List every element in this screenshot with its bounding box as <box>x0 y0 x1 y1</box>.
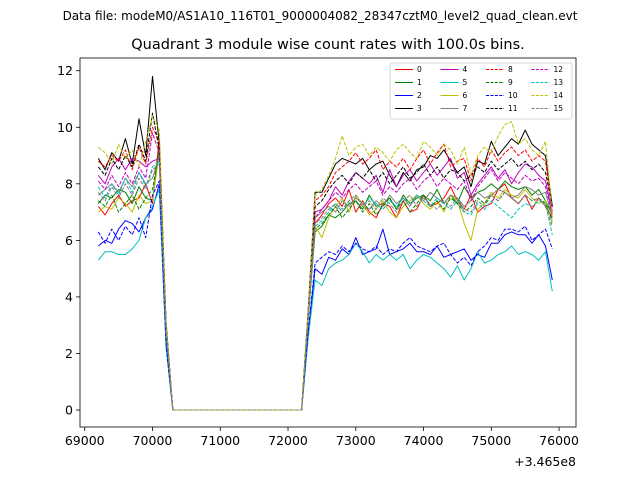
legend-label-1: 1 <box>417 78 422 87</box>
legend-label-2: 2 <box>417 91 422 100</box>
series-line-10 <box>97 180 553 411</box>
y-tick-label: 6 <box>65 233 73 248</box>
x-tick-label: 71000 <box>200 433 240 448</box>
plot-frame <box>79 57 577 428</box>
legend-label-3: 3 <box>417 104 422 113</box>
series-line-8 <box>97 126 553 411</box>
y-tick-label: 0 <box>65 403 73 418</box>
series-line-5 <box>97 189 553 411</box>
legend-label-6: 6 <box>463 91 468 100</box>
series-line-11 <box>97 112 553 411</box>
y-tick-label: 12 <box>57 63 73 78</box>
legend-label-4: 4 <box>463 65 468 74</box>
plot-lines <box>97 75 553 411</box>
legend-label-8: 8 <box>508 65 513 74</box>
series-line-1 <box>97 146 553 411</box>
series-line-9 <box>97 149 553 411</box>
x-axis: 69000 70000 71000 72000 73000 74000 75000 76000 <box>65 427 579 448</box>
y-tick-label: 8 <box>65 176 73 191</box>
x-tick-label: 73000 <box>336 433 376 448</box>
suptitle: Data file: modeM0/AS1A10_116T01_90000040… <box>63 9 578 23</box>
legend-label-12: 12 <box>554 65 564 74</box>
x-tick-label: 75000 <box>471 433 511 448</box>
series-line-15 <box>97 163 553 411</box>
series-line-0 <box>97 138 553 411</box>
legend-label-14: 14 <box>554 91 564 100</box>
y-tick-label: 2 <box>65 346 73 361</box>
series-line-13 <box>97 160 553 411</box>
legend-label-15: 15 <box>554 104 564 113</box>
x-tick-label: 74000 <box>404 433 444 448</box>
series-line-12 <box>97 132 553 411</box>
legend-label-0: 0 <box>417 65 422 74</box>
chart-title: Quadrant 3 module wise count rates with … <box>131 37 525 53</box>
x-tick-label: 72000 <box>268 433 308 448</box>
legend-label-13: 13 <box>554 78 564 87</box>
legend-label-11: 11 <box>508 104 518 113</box>
x-tick-label: 76000 <box>539 433 579 448</box>
y-tick-label: 10 <box>57 120 73 135</box>
y-axis: 0 2 4 6 8 10 12 <box>57 63 80 418</box>
legend-box <box>389 62 573 120</box>
series-line-4 <box>97 157 553 411</box>
y-tick-label: 4 <box>65 289 73 304</box>
series-line-2 <box>97 183 553 411</box>
legend-label-10: 10 <box>508 91 518 100</box>
series-line-3 <box>97 75 553 411</box>
x-tick-label: 70000 <box>133 433 173 448</box>
x-offset-label: +3.465e8 <box>514 454 576 469</box>
legend-label-9: 9 <box>508 78 513 87</box>
series-line-7 <box>97 155 553 411</box>
legend-label-7: 7 <box>463 104 468 113</box>
x-tick-label: 69000 <box>65 433 105 448</box>
legend-label-5: 5 <box>463 78 468 87</box>
